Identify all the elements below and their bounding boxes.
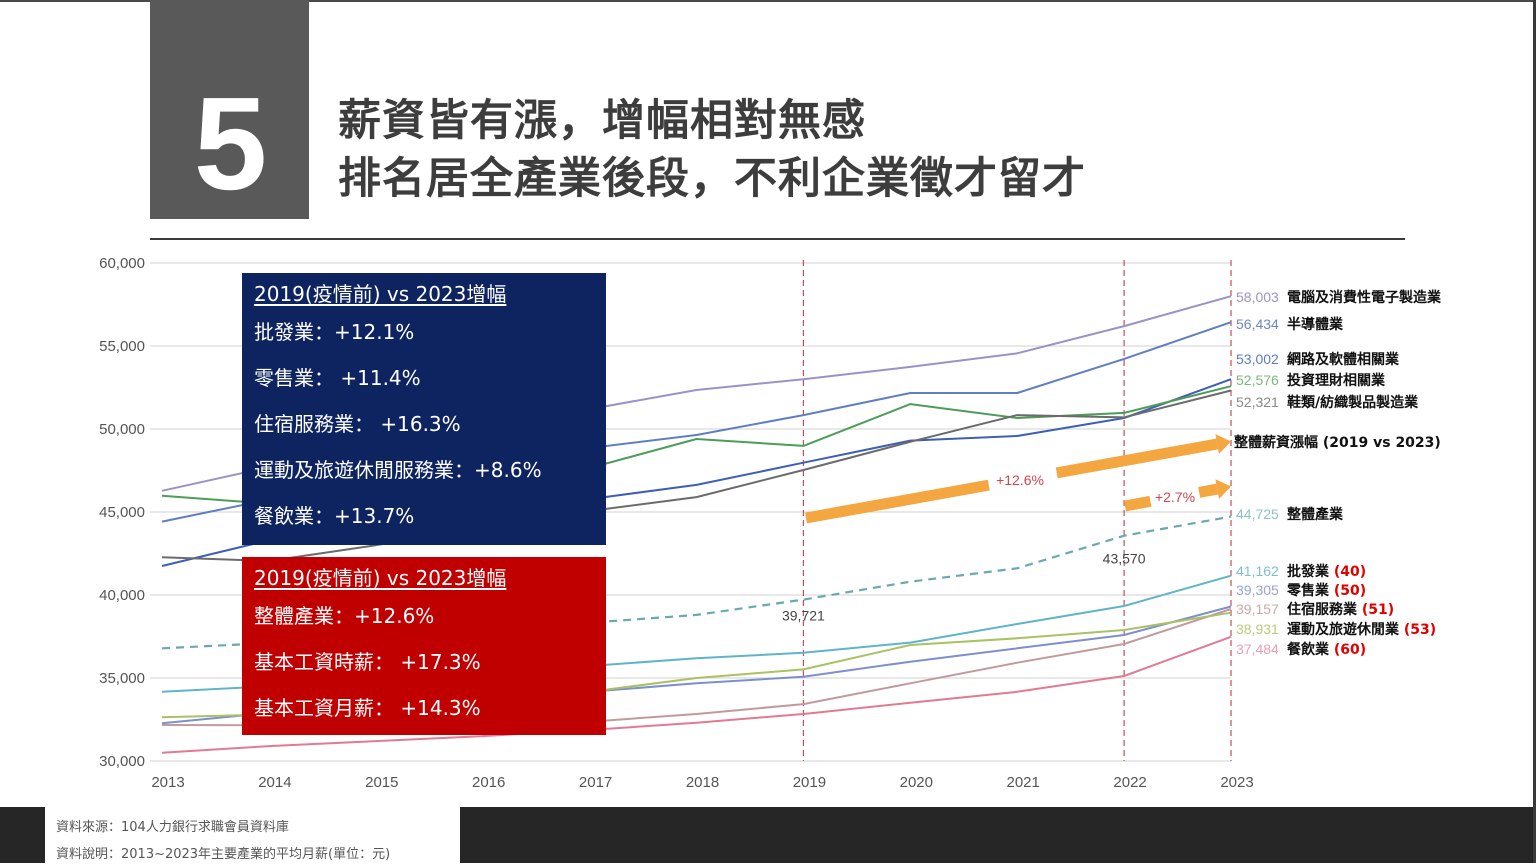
end-value-label: 44,725 xyxy=(1236,506,1279,522)
growth-arrow-segment xyxy=(1125,501,1150,506)
x-tick-label: 2018 xyxy=(686,774,719,791)
x-tick-label: 2013 xyxy=(151,774,184,791)
end-labels: 58,003 電腦及消費性電子製造業 56,434 半導體業 53,002 網路及軟體相關… xyxy=(1233,289,1442,658)
end-value-label: 52,576 xyxy=(1236,372,1279,388)
x-tick-label: 2021 xyxy=(1007,774,1040,791)
growth-box-overall: 2019(疫情前) vs 2023增幅 整體產業：+12.6% 基本工資時薪： … xyxy=(242,557,606,735)
series-name-label: 批發業 (40) xyxy=(1287,563,1366,580)
y-tick-label: 40,000 xyxy=(99,587,145,604)
growth-row: 餐飲業：+13.7% xyxy=(254,493,606,539)
end-value-label: 38,931 xyxy=(1236,621,1279,637)
growth-row: 運動及旅遊休閒服務業：+8.6% xyxy=(254,447,606,493)
growth-box-industries: 2019(疫情前) vs 2023增幅 批發業：+12.1% 零售業： +11.… xyxy=(242,273,606,545)
end-value-label: 53,002 xyxy=(1236,351,1279,367)
end-value-label: 39,157 xyxy=(1236,601,1279,617)
growth-arrow-segment xyxy=(1057,444,1217,473)
series-name-label: 投資理財相關業 xyxy=(1287,372,1386,389)
series-name-label: 網路及軟體相關業 xyxy=(1287,351,1400,368)
x-tick-label: 2014 xyxy=(258,774,291,791)
industry-rank: (50) xyxy=(1329,583,1366,599)
data-source: 資料來源：104人力銀行求職會員資料庫 xyxy=(56,814,460,841)
end-value-label: 56,434 xyxy=(1236,316,1279,332)
industry-rank: (40) xyxy=(1329,564,1366,580)
x-tick-label: 2022 xyxy=(1113,774,1146,791)
y-tick-label: 45,000 xyxy=(99,504,145,521)
x-tick-label: 2020 xyxy=(900,774,933,791)
x-tick-label: 2015 xyxy=(365,774,398,791)
series-name-label: 電腦及消費性電子製造業 xyxy=(1287,289,1442,306)
series-name-label: 整體產業 xyxy=(1286,506,1344,523)
x-tick-label: 2023 xyxy=(1220,774,1253,791)
x-axis-ticks: 2013 2014 2015 2016 2017 2018 2019 2020 2021 2022… xyxy=(151,774,1253,791)
value-annotation: 43,570 xyxy=(1103,551,1146,567)
x-tick-label: 2017 xyxy=(579,774,612,791)
growth-arrow-label: +12.6% xyxy=(996,472,1044,488)
industry-rank: (53) xyxy=(1399,622,1436,638)
growth-arrows: +12.6% +2.7% xyxy=(806,434,1231,518)
end-value-label: 37,484 xyxy=(1236,641,1279,657)
end-value-label: 41,162 xyxy=(1236,563,1279,579)
y-tick-label: 35,000 xyxy=(99,670,145,687)
y-tick-label: 55,000 xyxy=(99,338,145,355)
series-name-label: 零售業 (50) xyxy=(1286,582,1366,599)
industry-rank: (60) xyxy=(1329,642,1366,658)
growth-row: 批發業：+12.1% xyxy=(254,309,606,355)
growth-row: 基本工資時薪： +17.3% xyxy=(254,639,606,685)
growth-arrow-legend: 整體薪資漲幅 (2019 vs 2023) xyxy=(1233,434,1441,451)
y-axis-ticks: 30,000 35,000 40,000 45,000 50,000 55,000 60,0… xyxy=(99,255,145,770)
series-name-label: 住宿服務業 (51) xyxy=(1287,601,1394,618)
data-description: 資料說明：2013~2023年主要產業的平均月薪(單位：元) xyxy=(56,841,460,868)
value-annotation: 39,721 xyxy=(782,608,825,624)
x-tick-label: 2016 xyxy=(472,774,505,791)
series-name-label: 運動及旅遊休閒業 (53) xyxy=(1287,621,1436,638)
series-name-label: 鞋類/紡織製品製造業 xyxy=(1287,394,1419,411)
growth-arrow-segment xyxy=(1199,489,1217,492)
y-tick-label: 60,000 xyxy=(99,255,145,272)
industry-rank: (51) xyxy=(1357,602,1394,618)
annotations: 39,721 43,570 xyxy=(782,551,1146,624)
end-value-label: 52,321 xyxy=(1236,394,1279,410)
growth-box-heading: 2019(疫情前) vs 2023增幅 xyxy=(254,563,606,593)
end-value-label: 58,003 xyxy=(1236,289,1279,305)
growth-row: 基本工資月薪： +14.3% xyxy=(254,685,606,731)
y-tick-label: 30,000 xyxy=(99,753,145,770)
growth-row: 整體產業：+12.6% xyxy=(254,593,606,639)
growth-box-heading: 2019(疫情前) vs 2023增幅 xyxy=(254,279,606,309)
x-tick-label: 2019 xyxy=(793,774,826,791)
end-value-label: 39,305 xyxy=(1236,582,1279,598)
growth-arrow-segment xyxy=(806,485,989,518)
y-tick-label: 50,000 xyxy=(99,421,145,438)
growth-arrow-head xyxy=(1215,434,1231,454)
growth-arrow-label: +2.7% xyxy=(1155,489,1195,505)
growth-arrow-head xyxy=(1215,479,1231,499)
footer-note: 資料來源：104人力銀行求職會員資料庫 資料說明：2013~2023年主要產業的… xyxy=(45,807,460,863)
series-name-label: 半導體業 xyxy=(1287,316,1344,333)
series-name-label: 餐飲業 (60) xyxy=(1286,641,1366,658)
growth-row: 零售業： +11.4% xyxy=(254,355,606,401)
growth-row: 住宿服務業： +16.3% xyxy=(254,401,606,447)
